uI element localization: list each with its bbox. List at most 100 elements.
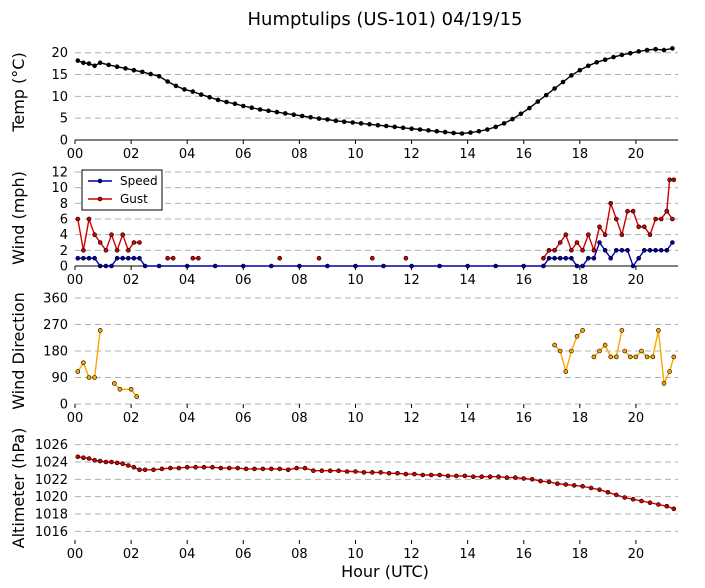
temp-x-tick-label: 18 bbox=[572, 147, 589, 162]
temp-data-point bbox=[299, 113, 305, 119]
temp-data-point bbox=[375, 122, 381, 128]
wind-series-line bbox=[666, 179, 674, 212]
temp-data-point bbox=[241, 103, 246, 109]
altimeter-data-point bbox=[109, 459, 114, 465]
wind-data-point bbox=[92, 255, 97, 261]
temp-data-point bbox=[198, 92, 204, 97]
direction-data-point bbox=[563, 369, 569, 374]
direction-data-point bbox=[128, 386, 134, 392]
wind-data-point bbox=[653, 216, 658, 222]
altimeter-data-point bbox=[218, 465, 224, 471]
wind-data-point bbox=[563, 255, 569, 261]
altimeter-data-point bbox=[521, 476, 527, 481]
wind-data-point bbox=[658, 216, 664, 222]
direction-x-tick-label: 12 bbox=[403, 411, 420, 426]
direction-data-point bbox=[86, 375, 92, 380]
wind-data-point bbox=[619, 248, 625, 253]
altimeter-data-point bbox=[210, 464, 215, 470]
wind-data-point bbox=[546, 248, 552, 253]
altimeter-x-tick-label: 12 bbox=[403, 547, 420, 562]
wind-data-point bbox=[403, 255, 409, 261]
legend-box bbox=[81, 169, 163, 211]
wind-data-point bbox=[641, 224, 647, 230]
wind-data-point bbox=[546, 255, 552, 261]
wind-data-point bbox=[574, 240, 580, 245]
altimeter-data-point bbox=[555, 481, 560, 487]
altimeter-data-point bbox=[336, 468, 341, 474]
altimeter-data-point bbox=[137, 467, 142, 473]
altimeter-data-point bbox=[97, 458, 103, 464]
wind-data-point bbox=[103, 248, 109, 253]
temp-data-point bbox=[257, 107, 263, 112]
wind-x-tick-label: 08 bbox=[291, 273, 308, 288]
wind-x-tick-label: 16 bbox=[515, 273, 532, 288]
wind-y-axis-label: Wind (mph) bbox=[9, 171, 28, 265]
temp-data-point bbox=[75, 58, 81, 63]
temp-data-point bbox=[510, 116, 515, 122]
altimeter-data-point bbox=[114, 460, 120, 466]
altimeter-data-point bbox=[75, 454, 81, 460]
direction-data-point bbox=[644, 354, 650, 360]
wind-y-tick-label: 6 bbox=[60, 213, 68, 228]
direction-data-point bbox=[112, 381, 117, 386]
altimeter-panel: 1016 1018 1020 1022 1024 1026 00 02 04 06 08 10 12 14… bbox=[9, 428, 678, 562]
temp-data-point bbox=[215, 97, 221, 103]
direction-data-point bbox=[597, 348, 602, 354]
altimeter-x-tick-label: 06 bbox=[235, 547, 252, 562]
altimeter-series-line bbox=[77, 456, 675, 510]
temp-x-tick-label: 02 bbox=[123, 147, 140, 162]
temp-x-tick-label: 20 bbox=[628, 147, 645, 162]
temp-data-point bbox=[594, 59, 600, 65]
temp-data-point bbox=[86, 61, 92, 66]
temp-data-point bbox=[182, 87, 187, 92]
direction-data-point bbox=[639, 348, 644, 354]
legend-swatch-marker bbox=[97, 178, 103, 184]
wind-data-point bbox=[137, 255, 142, 261]
temp-data-point bbox=[518, 111, 524, 117]
wind-data-point bbox=[109, 263, 114, 269]
temp-data-point bbox=[367, 122, 372, 127]
altimeter-data-point bbox=[285, 467, 291, 473]
wind-data-point bbox=[409, 263, 414, 269]
altimeter-data-point bbox=[571, 483, 577, 488]
direction-data-point bbox=[557, 348, 563, 354]
wind-data-point bbox=[552, 248, 557, 253]
altimeter-data-point bbox=[664, 503, 670, 509]
wind-data-point bbox=[86, 255, 92, 261]
wind-data-point bbox=[602, 248, 608, 253]
wind-data-point bbox=[641, 248, 647, 253]
temp-x-tick-label: 06 bbox=[235, 147, 252, 162]
temp-data-point bbox=[114, 64, 120, 69]
wind-data-point bbox=[625, 248, 630, 253]
x-axis-label: Hour (UTC) bbox=[341, 562, 429, 581]
wind-data-point bbox=[75, 255, 81, 261]
temp-data-point bbox=[123, 66, 128, 71]
temp-data-point bbox=[611, 54, 616, 60]
wind-data-point bbox=[120, 255, 125, 261]
wind-y-tick-label: 10 bbox=[51, 181, 68, 196]
wind-data-point bbox=[670, 240, 675, 245]
direction-x-tick-label: 16 bbox=[515, 411, 532, 426]
altimeter-data-point bbox=[597, 487, 602, 493]
temp-data-point bbox=[543, 92, 549, 98]
temp-data-point bbox=[190, 89, 196, 94]
wind-data-point bbox=[563, 232, 569, 237]
wind-data-point bbox=[521, 263, 527, 269]
altimeter-data-point bbox=[81, 455, 86, 461]
altimeter-data-point bbox=[252, 466, 257, 472]
wind-data-point bbox=[569, 248, 574, 253]
wind-data-point bbox=[585, 232, 591, 237]
wind-data-point bbox=[437, 263, 442, 269]
direction-x-tick-label: 04 bbox=[179, 411, 196, 426]
temp-data-point bbox=[341, 119, 347, 124]
wind-data-point bbox=[75, 216, 81, 222]
wind-data-point bbox=[613, 248, 619, 253]
temp-data-point bbox=[308, 115, 313, 120]
altimeter-y-tick-label: 1022 bbox=[35, 473, 68, 488]
wind-series-line bbox=[77, 241, 673, 268]
wind-data-point bbox=[190, 255, 196, 261]
wind-data-point bbox=[465, 263, 471, 269]
wind-data-point bbox=[196, 255, 201, 261]
direction-x-tick-label: 00 bbox=[67, 411, 84, 426]
temp-x-tick-label: 12 bbox=[403, 147, 420, 162]
